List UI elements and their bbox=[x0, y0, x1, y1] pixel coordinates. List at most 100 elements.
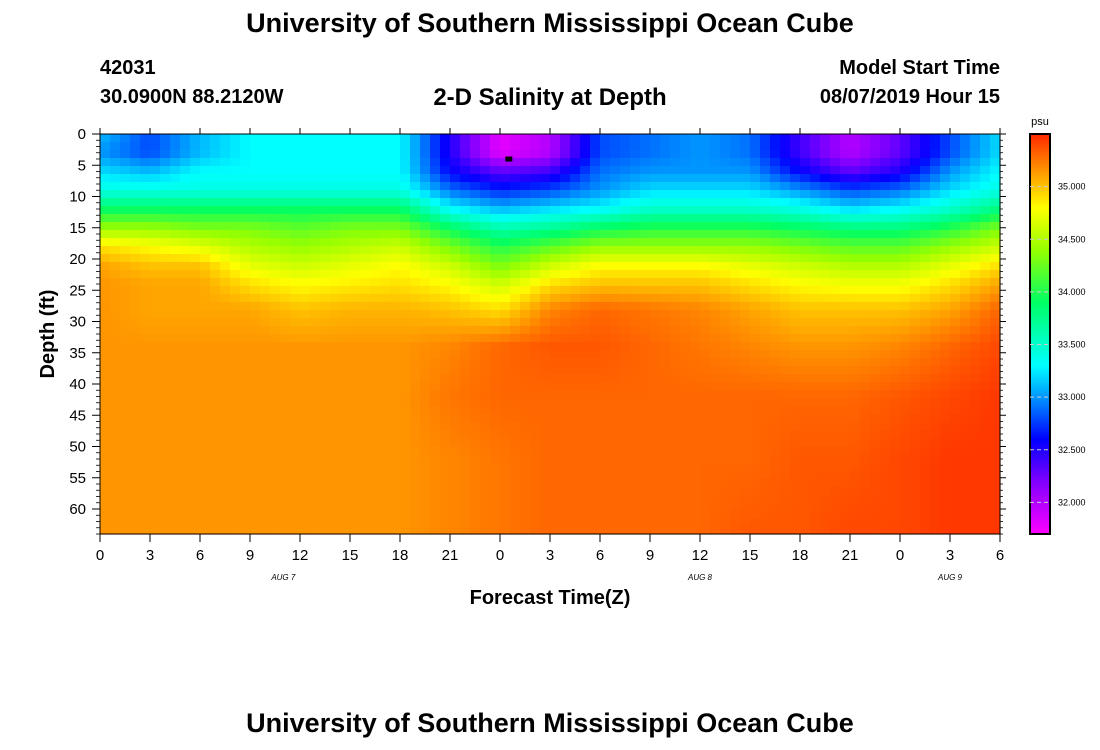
heatmap-cell bbox=[830, 430, 841, 439]
heatmap-cell bbox=[300, 230, 311, 239]
heatmap-cell bbox=[270, 230, 281, 239]
heatmap-cell bbox=[710, 486, 721, 495]
heatmap-cell bbox=[350, 366, 361, 375]
heatmap-cell bbox=[650, 446, 661, 455]
heatmap-cell bbox=[500, 326, 511, 335]
heatmap-cell bbox=[460, 494, 471, 503]
heatmap-cell bbox=[790, 358, 801, 367]
heatmap-cell bbox=[660, 398, 671, 407]
heatmap-cell bbox=[830, 278, 841, 287]
heatmap-cell bbox=[590, 158, 601, 167]
heatmap-cell bbox=[560, 478, 571, 487]
heatmap-cell bbox=[710, 214, 721, 223]
heatmap-cell bbox=[170, 494, 181, 503]
heatmap-cell bbox=[940, 198, 951, 207]
heatmap-cell bbox=[630, 278, 641, 287]
heatmap-cell bbox=[590, 486, 601, 495]
heatmap-cell bbox=[460, 486, 471, 495]
heatmap-cell bbox=[150, 390, 161, 399]
heatmap-cell bbox=[450, 182, 461, 191]
heatmap-cell bbox=[510, 334, 521, 343]
heatmap-cell bbox=[540, 430, 551, 439]
heatmap-cell bbox=[650, 222, 661, 231]
heatmap-cell bbox=[700, 174, 711, 183]
heatmap-cell bbox=[840, 262, 851, 271]
heatmap-cell bbox=[560, 510, 571, 519]
heatmap-cell bbox=[550, 486, 561, 495]
heatmap-cell bbox=[530, 222, 541, 231]
heatmap-cell bbox=[560, 470, 571, 479]
heatmap-cell bbox=[130, 286, 141, 295]
heatmap-cell bbox=[370, 454, 381, 463]
heatmap-cell bbox=[540, 326, 551, 335]
heatmap-cell bbox=[960, 214, 971, 223]
heatmap-cell bbox=[240, 246, 251, 255]
heatmap-cell bbox=[690, 254, 701, 263]
heatmap-cell bbox=[300, 526, 311, 535]
heatmap-cell bbox=[640, 502, 651, 511]
heatmap-cell bbox=[450, 310, 461, 319]
heatmap-cell bbox=[970, 270, 981, 279]
heatmap-cell bbox=[110, 382, 121, 391]
heatmap-cell bbox=[160, 342, 171, 351]
heatmap-cell bbox=[380, 414, 391, 423]
heatmap-cell bbox=[750, 454, 761, 463]
heatmap-cell bbox=[740, 198, 751, 207]
heatmap-cell bbox=[520, 150, 531, 159]
heatmap-cell bbox=[170, 422, 181, 431]
heatmap-cell bbox=[310, 478, 321, 487]
heatmap-cell bbox=[310, 302, 321, 311]
heatmap-cell bbox=[810, 518, 821, 527]
heatmap-cell bbox=[310, 510, 321, 519]
heatmap-cell bbox=[610, 206, 621, 215]
heatmap-cell bbox=[240, 486, 251, 495]
heatmap-cell bbox=[940, 158, 951, 167]
heatmap-cell bbox=[550, 462, 561, 471]
heatmap-cell bbox=[940, 342, 951, 351]
heatmap-cell bbox=[150, 454, 161, 463]
heatmap-cell bbox=[620, 254, 631, 263]
heatmap-cell bbox=[380, 374, 391, 383]
heatmap-cell bbox=[810, 478, 821, 487]
heatmap-cell bbox=[130, 438, 141, 447]
heatmap-cell bbox=[170, 350, 181, 359]
heatmap-cell bbox=[460, 414, 471, 423]
heatmap-cell bbox=[880, 470, 891, 479]
heatmap-cell bbox=[580, 454, 591, 463]
heatmap-cell bbox=[370, 294, 381, 303]
heatmap-cell bbox=[100, 142, 111, 151]
heatmap-cell bbox=[320, 462, 331, 471]
heatmap-cell bbox=[870, 254, 881, 263]
heatmap-cell bbox=[740, 478, 751, 487]
heatmap-cell bbox=[610, 398, 621, 407]
heatmap-cell bbox=[770, 342, 781, 351]
heatmap-cell bbox=[750, 262, 761, 271]
heatmap-cell bbox=[810, 134, 821, 143]
heatmap-cell bbox=[830, 230, 841, 239]
heatmap-cell bbox=[880, 494, 891, 503]
heatmap-cell bbox=[430, 270, 441, 279]
heatmap-cell bbox=[250, 246, 261, 255]
heatmap-cell bbox=[380, 190, 391, 199]
heatmap-cell bbox=[440, 414, 451, 423]
heatmap-cell bbox=[160, 190, 171, 199]
heatmap-cell bbox=[520, 206, 531, 215]
heatmap-cell bbox=[740, 190, 751, 199]
heatmap-cell bbox=[630, 430, 641, 439]
heatmap-cell bbox=[960, 222, 971, 231]
heatmap-cell bbox=[340, 286, 351, 295]
heatmap-cell bbox=[180, 454, 191, 463]
heatmap-cell bbox=[910, 366, 921, 375]
heatmap-cell bbox=[580, 198, 591, 207]
heatmap-cell bbox=[800, 158, 811, 167]
heatmap-cell bbox=[650, 230, 661, 239]
heatmap-cell bbox=[310, 374, 321, 383]
heatmap-cell bbox=[470, 438, 481, 447]
heatmap-cell bbox=[490, 166, 501, 175]
heatmap-cell bbox=[340, 398, 351, 407]
heatmap-cell bbox=[460, 142, 471, 151]
heatmap-cell bbox=[390, 238, 401, 247]
heatmap-cell bbox=[560, 486, 571, 495]
heatmap-cell bbox=[560, 302, 571, 311]
heatmap-cell bbox=[990, 446, 1001, 455]
